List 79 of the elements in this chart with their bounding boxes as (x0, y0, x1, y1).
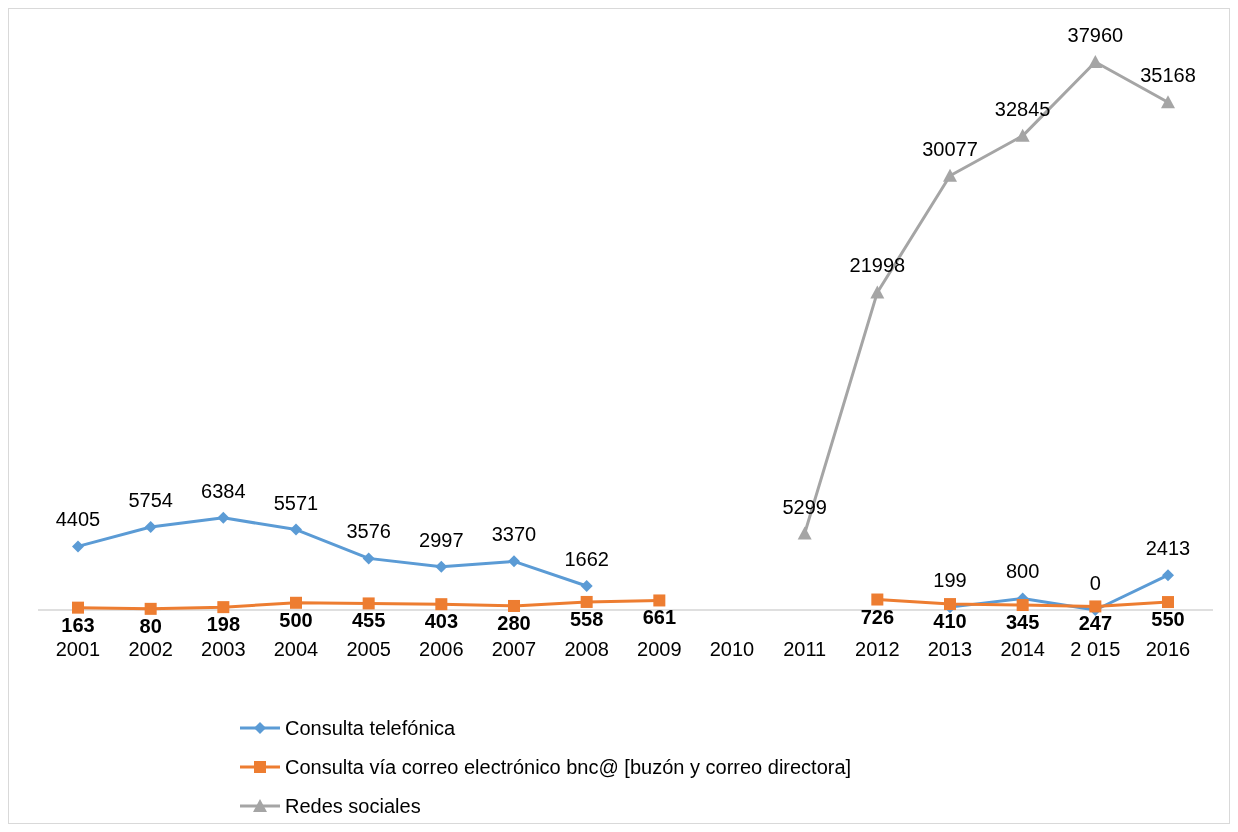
point (144, 520, 157, 533)
point (871, 593, 884, 606)
data-label: 800 (1005, 560, 1040, 583)
x-tick-label: 2016 (1145, 638, 1191, 660)
data-label: 550 (1151, 608, 1185, 631)
data-label: 455 (351, 609, 386, 632)
point (217, 601, 230, 614)
data-label: 403 (424, 610, 459, 633)
point (1015, 128, 1030, 142)
legend-label: Consulta vía correo electrónico bnc@ [buzón y correo directora] (285, 756, 852, 778)
point (72, 601, 84, 614)
x-tick-label: 2004 (273, 638, 319, 660)
data-label: 80 (139, 614, 162, 637)
x-tick-label: 2010 (709, 638, 755, 660)
point (1089, 600, 1102, 613)
x-tick-label: 2 015 (1070, 638, 1121, 660)
data-label: 280 (497, 611, 531, 634)
data-label: 345 (1005, 611, 1040, 634)
point (508, 555, 520, 568)
point (870, 285, 885, 299)
data-label: 21998 (849, 254, 906, 277)
data-label: 410 (933, 610, 967, 633)
legend-label: Redes sociales (285, 795, 421, 817)
x-tick-label: 2001 (55, 638, 101, 660)
data-label: 35168 (1140, 64, 1196, 87)
x-tick-label: 2014 (1000, 638, 1045, 660)
data-label: 5299 (782, 495, 827, 518)
x-tick-label: 2008 (564, 638, 609, 660)
point (943, 168, 957, 182)
data-label: 37960 (1067, 24, 1124, 46)
x-tick-label: 2006 (419, 638, 464, 660)
data-label: 4405 (55, 508, 101, 531)
data-label: 558 (569, 607, 604, 630)
point (435, 560, 448, 573)
x-tick-label: 2003 (201, 638, 246, 660)
data-label: 500 (279, 608, 313, 631)
x-tick-label: 2013 (927, 638, 973, 660)
data-label: 0 (1089, 572, 1101, 594)
data-label: 726 (860, 605, 895, 628)
x-tick-label: 2009 (637, 638, 682, 660)
x-tick-label: 2012 (855, 638, 900, 660)
data-label: 247 (1078, 612, 1113, 635)
point (1016, 599, 1029, 612)
point (653, 594, 666, 607)
legend-label: Consulta telefónica (285, 717, 456, 739)
point (580, 595, 593, 608)
data-label: 198 (206, 613, 241, 636)
data-label: 2997 (419, 528, 464, 551)
point (290, 596, 302, 609)
data-label: 661 (642, 606, 677, 629)
x-tick-label: 2002 (128, 638, 173, 660)
data-label: 5571 (273, 491, 319, 514)
data-label: 32845 (994, 97, 1051, 120)
x-tick-label: 2005 (346, 638, 391, 660)
point (217, 511, 230, 524)
point (797, 526, 812, 540)
data-label: 6384 (201, 479, 246, 502)
point (72, 540, 84, 553)
data-label: 3576 (346, 520, 391, 543)
x-tick-label: 2011 (783, 638, 827, 660)
point (508, 599, 520, 612)
data-label: 30077 (922, 137, 978, 160)
point (580, 580, 593, 593)
point (144, 602, 157, 615)
point (362, 552, 375, 565)
data-label: 5754 (128, 488, 173, 511)
x-tick-label: 2007 (491, 638, 537, 660)
data-label: 2413 (1145, 537, 1191, 560)
point (362, 597, 375, 610)
point (435, 598, 448, 611)
point (290, 523, 302, 536)
data-label: 3370 (491, 523, 537, 546)
point (1162, 569, 1174, 582)
data-label: 1662 (564, 548, 609, 571)
point (1162, 596, 1174, 609)
data-label: 163 (61, 613, 95, 636)
data-label: 199 (933, 569, 967, 592)
point (1161, 95, 1175, 109)
point (1088, 55, 1103, 68)
